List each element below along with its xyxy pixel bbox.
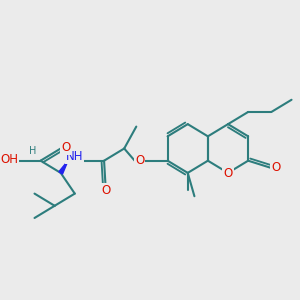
Text: O: O — [271, 161, 280, 174]
Text: O: O — [135, 154, 144, 167]
Text: NH: NH — [66, 150, 83, 163]
Text: H: H — [29, 146, 37, 156]
Text: O: O — [224, 167, 232, 180]
Polygon shape — [59, 160, 68, 174]
Text: O: O — [61, 141, 70, 154]
Text: O: O — [101, 184, 111, 197]
Text: OH: OH — [0, 153, 18, 166]
